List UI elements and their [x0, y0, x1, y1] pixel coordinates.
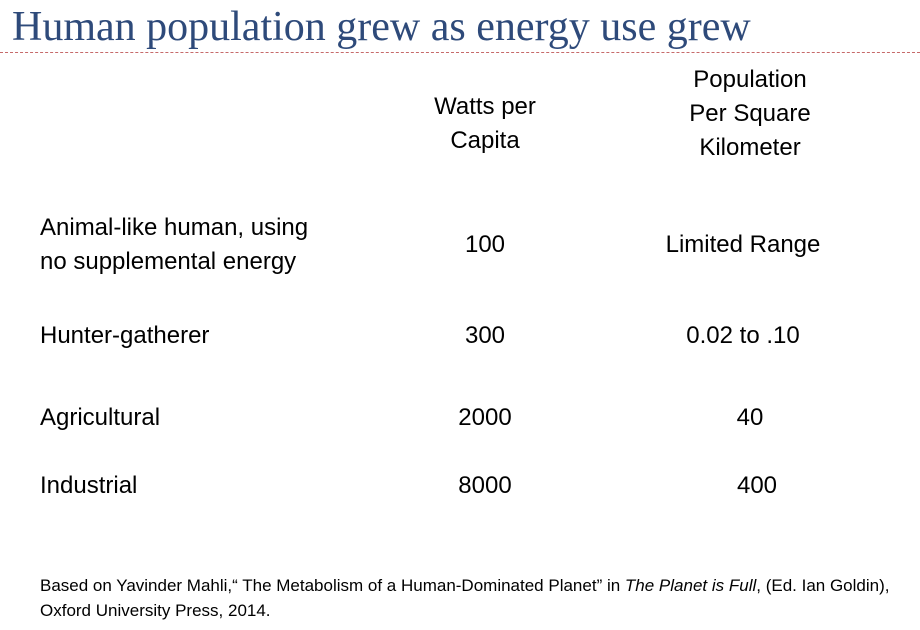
row-label: Animal-like human, using no supplemental… — [40, 214, 309, 275]
row-label: Industrial — [40, 472, 138, 499]
density-value: 400 — [736, 472, 778, 499]
citation-text: Based on Yavinder Mahli,“ The Metabolism… — [40, 576, 625, 595]
citation-book-title: The Planet is Full — [624, 576, 757, 595]
row-label: Agricultural — [40, 404, 161, 431]
watts-value: 300 — [464, 322, 506, 349]
slide-title: Human population grew as energy use grew — [12, 4, 751, 50]
row-label: Hunter-gatherer — [40, 322, 210, 349]
title-divider — [0, 52, 920, 53]
citation-publisher: , (Ed. Ian Goldin), Oxford University Pr… — [40, 576, 890, 620]
density-value: 0.02 to .10 — [686, 322, 800, 349]
density-value: Limited Range — [665, 231, 821, 258]
column-header-watts: Watts per Capita — [434, 93, 536, 154]
density-value: 40 — [736, 404, 764, 431]
column-header-density: Population Per Square Kilometer — [689, 66, 811, 161]
source-citation: Based on Yavinder Mahli,“ The Metabolism… — [40, 573, 890, 623]
watts-value: 8000 — [458, 472, 512, 499]
watts-value: 100 — [464, 231, 506, 258]
watts-value: 2000 — [458, 404, 512, 431]
